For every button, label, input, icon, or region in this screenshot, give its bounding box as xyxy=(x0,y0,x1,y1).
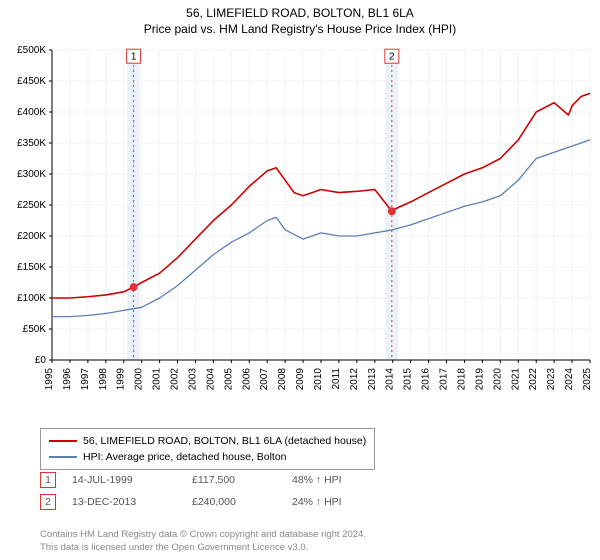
chart-title: 56, LIMEFIELD ROAD, BOLTON, BL1 6LA xyxy=(0,0,600,20)
svg-text:2000: 2000 xyxy=(134,368,145,391)
svg-text:2014: 2014 xyxy=(385,368,396,391)
svg-text:2011: 2011 xyxy=(331,368,342,390)
transaction-marker: 2 xyxy=(40,494,56,510)
svg-text:2019: 2019 xyxy=(474,368,485,391)
svg-text:£400K: £400K xyxy=(17,107,46,118)
transaction-date: 13-DEC-2013 xyxy=(72,496,192,508)
svg-text:2017: 2017 xyxy=(439,368,450,391)
transaction-hpi: 24% ↑ HPI xyxy=(292,496,342,508)
svg-text:£500K: £500K xyxy=(17,45,46,56)
svg-text:£0: £0 xyxy=(35,355,47,366)
transaction-hpi: 48% ↑ HPI xyxy=(292,474,342,486)
svg-text:2015: 2015 xyxy=(403,368,414,391)
svg-text:£50K: £50K xyxy=(23,324,47,335)
legend-label: 56, LIMEFIELD ROAD, BOLTON, BL1 6LA (det… xyxy=(83,435,366,447)
svg-text:2: 2 xyxy=(389,52,395,63)
svg-text:1: 1 xyxy=(131,52,137,63)
svg-text:£250K: £250K xyxy=(17,200,46,211)
transaction-marker: 1 xyxy=(40,472,56,488)
svg-text:2002: 2002 xyxy=(170,368,181,391)
svg-text:2020: 2020 xyxy=(492,368,503,391)
svg-text:2010: 2010 xyxy=(313,368,324,391)
svg-text:2004: 2004 xyxy=(205,368,216,391)
footer-line: Contains HM Land Registry data © Crown c… xyxy=(40,529,366,541)
svg-text:£150K: £150K xyxy=(17,262,46,273)
svg-text:2006: 2006 xyxy=(241,368,252,391)
svg-text:2005: 2005 xyxy=(223,368,234,391)
svg-text:2003: 2003 xyxy=(187,368,198,391)
legend-label: HPI: Average price, detached house, Bolt… xyxy=(83,451,287,463)
svg-text:2025: 2025 xyxy=(582,368,593,391)
svg-text:1995: 1995 xyxy=(44,368,55,391)
svg-text:2008: 2008 xyxy=(277,368,288,391)
svg-text:£350K: £350K xyxy=(17,138,46,149)
svg-text:£200K: £200K xyxy=(17,231,46,242)
legend-swatch xyxy=(49,456,77,458)
svg-text:£450K: £450K xyxy=(17,76,46,87)
transaction-price: £117,500 xyxy=(192,474,292,486)
transaction-price: £240,000 xyxy=(192,496,292,508)
transaction-date: 14-JUL-1999 xyxy=(72,474,192,486)
svg-text:2001: 2001 xyxy=(152,368,163,391)
chart-subtitle: Price paid vs. HM Land Registry's House … xyxy=(0,20,600,40)
transaction-row: 2 13-DEC-2013£240,00024% ↑ HPI xyxy=(40,494,342,510)
svg-text:2016: 2016 xyxy=(421,368,432,391)
legend-item: HPI: Average price, detached house, Bolt… xyxy=(49,449,366,465)
svg-text:1998: 1998 xyxy=(98,368,109,391)
svg-text:2022: 2022 xyxy=(528,368,539,391)
svg-text:2012: 2012 xyxy=(349,368,360,391)
svg-text:1996: 1996 xyxy=(62,368,73,391)
svg-text:2009: 2009 xyxy=(295,368,306,391)
legend-item: 56, LIMEFIELD ROAD, BOLTON, BL1 6LA (det… xyxy=(49,433,366,449)
svg-text:1999: 1999 xyxy=(116,368,127,391)
chart-area: £0 £50K £100K £150K £200K £250K £300K £350K £400… xyxy=(0,40,600,420)
svg-text:2018: 2018 xyxy=(456,368,467,391)
chart-svg: £0 £50K £100K £150K £200K £250K £300K £350K £400… xyxy=(0,40,600,420)
svg-text:2007: 2007 xyxy=(259,368,270,391)
svg-text:1997: 1997 xyxy=(80,368,91,391)
transaction-row: 1 14-JUL-1999£117,50048% ↑ HPI xyxy=(40,472,342,488)
legend-swatch xyxy=(49,440,77,442)
legend: 56, LIMEFIELD ROAD, BOLTON, BL1 6LA (det… xyxy=(40,428,375,470)
svg-text:2021: 2021 xyxy=(510,368,521,391)
svg-text:2023: 2023 xyxy=(546,368,557,391)
svg-text:£300K: £300K xyxy=(17,169,46,180)
svg-text:£100K: £100K xyxy=(17,293,46,304)
svg-text:2024: 2024 xyxy=(564,368,575,391)
footer-line: This data is licensed under the Open Gov… xyxy=(40,542,366,554)
svg-text:2013: 2013 xyxy=(367,368,378,391)
footer-attribution: Contains HM Land Registry data © Crown c… xyxy=(40,529,366,554)
